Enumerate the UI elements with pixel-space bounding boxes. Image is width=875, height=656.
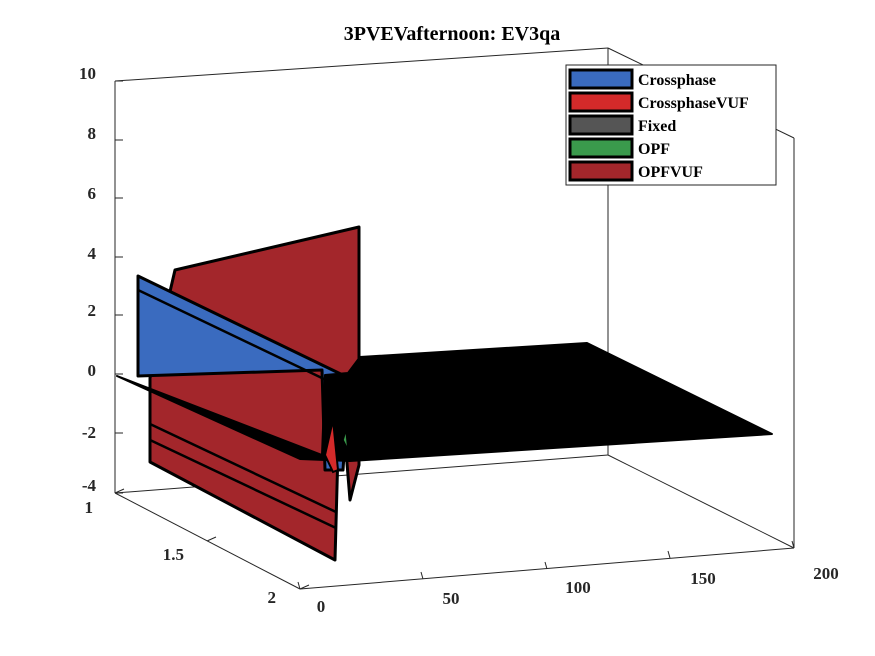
x-tick-label: 150 <box>690 569 716 588</box>
surface-stripe <box>137 288 348 392</box>
z-axis: 10 8 6 4 2 0 -2 -4 <box>79 64 123 495</box>
chart-title: 3PVEVafternoon: EV3qa <box>344 23 561 45</box>
legend-item-crossphasevuf: CrossphaseVUF <box>568 91 749 113</box>
z-tick-label: 10 <box>79 64 96 83</box>
surface-stripe <box>149 438 337 530</box>
z-tick-label: -4 <box>82 476 97 495</box>
legend-item-opfvuf: OPFVUF <box>568 160 703 182</box>
y-tick-label: 1.5 <box>163 545 184 564</box>
legend-item-crossphase: Crossphase <box>568 68 716 90</box>
z-tick-label: 8 <box>88 124 97 143</box>
z-tick-label: 6 <box>88 184 97 203</box>
legend-item-opf: OPF <box>568 137 670 159</box>
legend-label: CrossphaseVUF <box>638 95 749 112</box>
legend-swatch <box>568 114 634 136</box>
x-axis: 0 50 100 150 200 <box>297 540 839 616</box>
z-tick-label: 2 <box>88 301 97 320</box>
x-tick-label: 200 <box>813 564 839 583</box>
z-tick-label: -2 <box>82 423 96 442</box>
legend-label: OPF <box>638 141 670 158</box>
legend-label: Crossphase <box>638 72 716 89</box>
legend-item-fixed: Fixed <box>568 114 676 136</box>
surface-crossphasevuf <box>323 419 340 474</box>
legend-swatch <box>568 160 634 182</box>
z-tick-label: 4 <box>88 244 97 263</box>
x-tick-label: 50 <box>443 589 460 608</box>
legend-swatch <box>568 137 634 159</box>
legend-swatch <box>568 91 634 113</box>
x-tick-label: 100 <box>565 578 591 597</box>
surfaces <box>116 225 773 562</box>
surface-fixed <box>116 342 773 462</box>
legend-label: OPFVUF <box>638 164 703 181</box>
legend: Crossphase CrossphaseVUF Fixed OPF OPFVU… <box>565 64 777 186</box>
surface-stripe <box>149 422 337 514</box>
legend-label: Fixed <box>638 118 676 135</box>
surface-opf <box>342 429 349 451</box>
y-tick-label: 1 <box>85 498 94 517</box>
y-tick-label: 2 <box>268 588 277 607</box>
x-tick-label: 0 <box>317 597 326 616</box>
y-axis: 1 1.5 2 <box>85 488 310 607</box>
legend-swatch <box>568 68 634 90</box>
z-tick-label: 0 <box>88 361 97 380</box>
